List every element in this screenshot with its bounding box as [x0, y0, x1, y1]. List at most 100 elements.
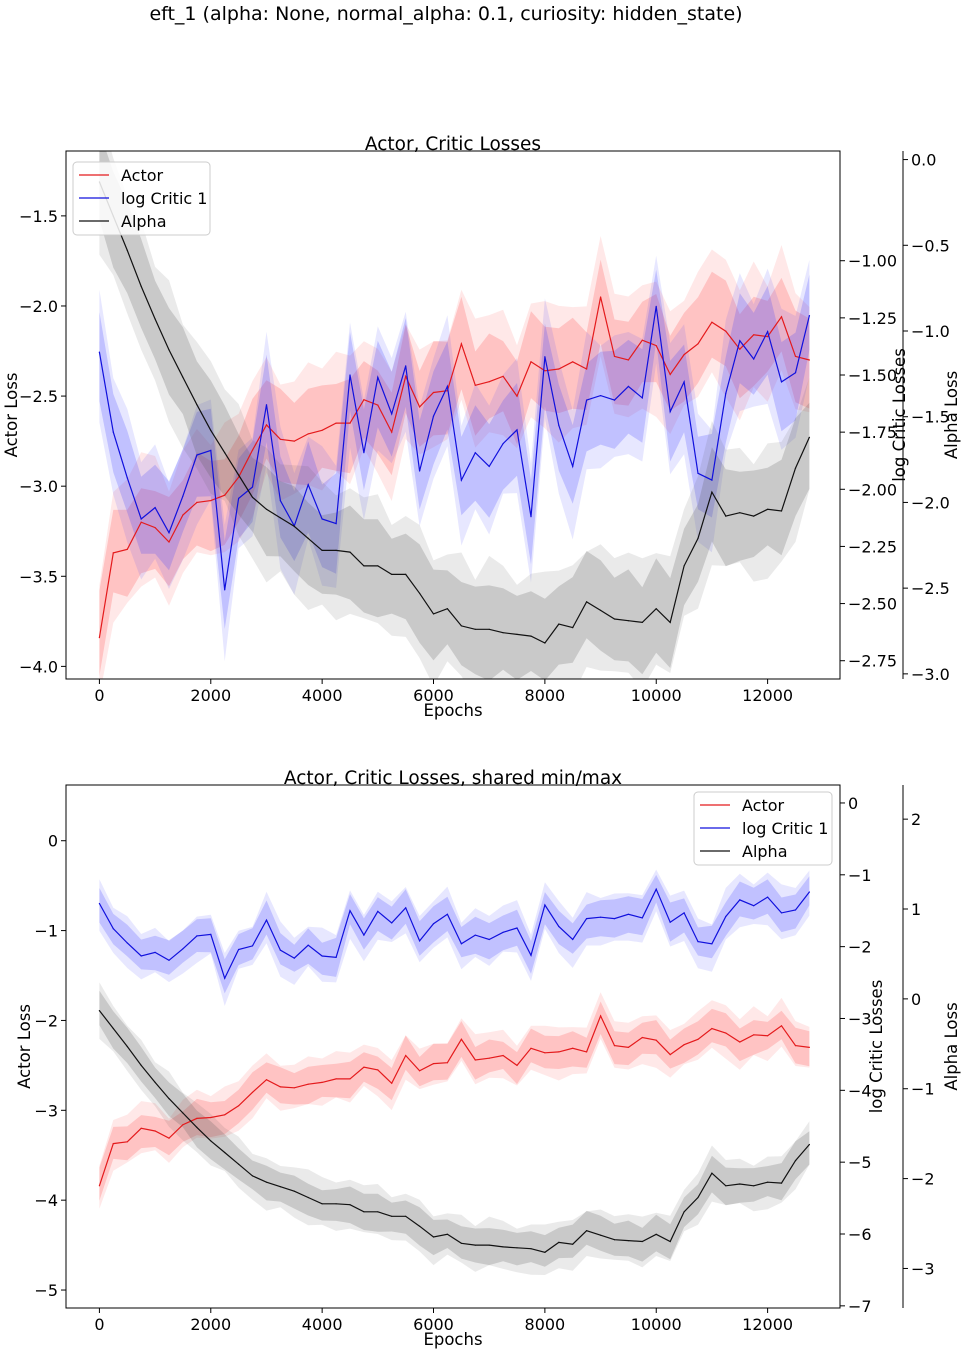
y-tick-label: −3.0 [19, 477, 58, 496]
data-point-alpha [307, 537, 309, 540]
data-point-log-critic-1 [251, 486, 254, 488]
band-log-critic-1-outer [99, 255, 810, 662]
y2-axis-label: log Critic Losses [890, 348, 909, 482]
data-point-actor [196, 1117, 198, 1119]
plot-frame [65, 784, 841, 1309]
data-point-log-critic-1 [516, 429, 518, 431]
x-tick-label: 10000 [631, 686, 682, 705]
legend: Actor log Critic 1 Alpha [693, 791, 833, 866]
y-tick-label: −3 [34, 1101, 58, 1120]
data-point-actor [460, 343, 462, 345]
x-tick-label: 2000 [190, 1315, 231, 1334]
data-point-alpha [558, 1241, 560, 1243]
data-point-alpha [655, 608, 657, 610]
plot-area [98, 869, 811, 1275]
data-point-alpha [126, 1045, 128, 1048]
y3-tick-label: −2 [911, 1170, 935, 1189]
data-point-actor [586, 1051, 588, 1053]
data-point-log-critic-1 [293, 957, 295, 959]
data-point-actor [321, 1081, 323, 1083]
data-point-actor [349, 422, 351, 424]
data-point-alpha [98, 1010, 100, 1012]
data-point-alpha [558, 623, 560, 625]
data-point-log-critic-1 [363, 934, 365, 936]
legend-label-actor: Actor [742, 796, 785, 815]
data-point-alpha [711, 491, 713, 493]
data-point-actor [210, 500, 212, 502]
data-point-log-critic-1 [210, 933, 212, 936]
data-point-alpha [725, 515, 727, 517]
data-point-log-critic-1 [586, 918, 588, 920]
data-point-alpha [446, 608, 448, 610]
data-point-actor [767, 1035, 769, 1037]
data-point-actor [683, 354, 685, 356]
data-point-alpha [210, 1140, 212, 1142]
x-tick-label: 8000 [525, 686, 566, 705]
data-point-log-critic-1 [377, 376, 379, 378]
x-tick-label: 12000 [742, 1315, 793, 1334]
data-point-log-critic-1 [474, 934, 476, 936]
y2-tick-label: −1.00 [848, 252, 897, 271]
data-point-alpha [335, 1203, 337, 1205]
band-actor-inner [99, 1001, 810, 1201]
band-log-critic-1-inner [99, 269, 810, 629]
data-point-actor [307, 1083, 309, 1085]
y3-tick-label: −3.0 [911, 665, 950, 684]
data-point-actor [293, 440, 295, 442]
data-point-actor [697, 1038, 699, 1040]
data-point-actor [544, 1052, 546, 1054]
y2-tick-label: −1.25 [848, 309, 897, 328]
y3-tick-label: −2.5 [911, 579, 950, 598]
y2-tick-label: −2.50 [848, 595, 897, 614]
legend: Actor log Critic 1 Alpha [72, 161, 211, 236]
data-point-log-critic-1 [112, 928, 114, 930]
data-point-alpha [363, 1211, 365, 1213]
data-point-actor [474, 384, 476, 386]
data-point-actor [572, 361, 574, 363]
y2-tick-label: −1 [848, 866, 872, 885]
data-point-log-critic-1 [182, 495, 184, 497]
data-point-alpha [377, 565, 379, 567]
chart-title: Actor, Critic Losses [365, 134, 541, 155]
data-point-log-critic-1 [238, 948, 240, 951]
y3-tick-label: −0.5 [911, 236, 950, 255]
data-point-log-critic-1 [627, 385, 630, 387]
data-point-actor [432, 1063, 435, 1065]
chart-bottom: 0 2000 4000 6000 8000 10000 12000 −5 −4 −3 −2 −1 0 −7… [15, 768, 961, 1349]
y3-axis-label: Alpha Loss [942, 1002, 961, 1090]
y-tick-label: −5 [34, 1281, 58, 1300]
data-point-actor [446, 1062, 448, 1064]
data-point-alpha [544, 1251, 546, 1253]
data-point-actor [502, 375, 504, 377]
x-tick-label: 4000 [302, 1315, 343, 1334]
data-point-actor [530, 1047, 532, 1049]
data-point-alpha [669, 621, 671, 624]
data-point-actor [321, 429, 323, 431]
data-point-actor [711, 321, 713, 323]
data-point-actor [251, 449, 254, 451]
data-point-log-critic-1 [516, 927, 518, 929]
legend-box [72, 161, 211, 236]
y2-tick-label: −2.00 [848, 480, 897, 499]
band-actor-inner [99, 259, 810, 676]
data-point-actor [238, 476, 240, 478]
data-point-actor [168, 541, 170, 543]
data-point-log-critic-1 [683, 912, 685, 914]
data-point-alpha [488, 628, 490, 630]
data-point-log-critic-1 [419, 940, 421, 942]
data-point-log-critic-1 [474, 452, 476, 454]
y3-tick-label: 0.0 [911, 151, 936, 170]
data-point-log-critic-1 [265, 919, 268, 921]
data-point-actor [655, 345, 657, 347]
data-point-log-critic-1 [572, 938, 574, 941]
y3-tick-label: 2 [911, 810, 921, 829]
data-point-alpha [293, 525, 295, 528]
data-point-log-critic-1 [767, 331, 769, 333]
legend-label-alpha: Alpha [742, 842, 788, 861]
data-point-log-critic-1 [572, 465, 574, 467]
data-point-log-critic-1 [725, 915, 727, 918]
data-point-log-critic-1 [126, 942, 128, 944]
data-point-log-critic-1 [808, 891, 811, 893]
data-point-actor [488, 381, 490, 383]
data-point-alpha [154, 318, 156, 320]
